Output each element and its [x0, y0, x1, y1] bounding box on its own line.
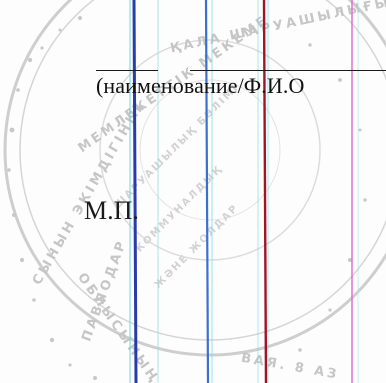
name-caption: (наименование/Ф.И.О — [96, 73, 305, 98]
stamp-place-label: М.П. — [84, 196, 139, 225]
signature-underline-left — [96, 70, 158, 71]
signature-underline-right — [190, 70, 386, 71]
